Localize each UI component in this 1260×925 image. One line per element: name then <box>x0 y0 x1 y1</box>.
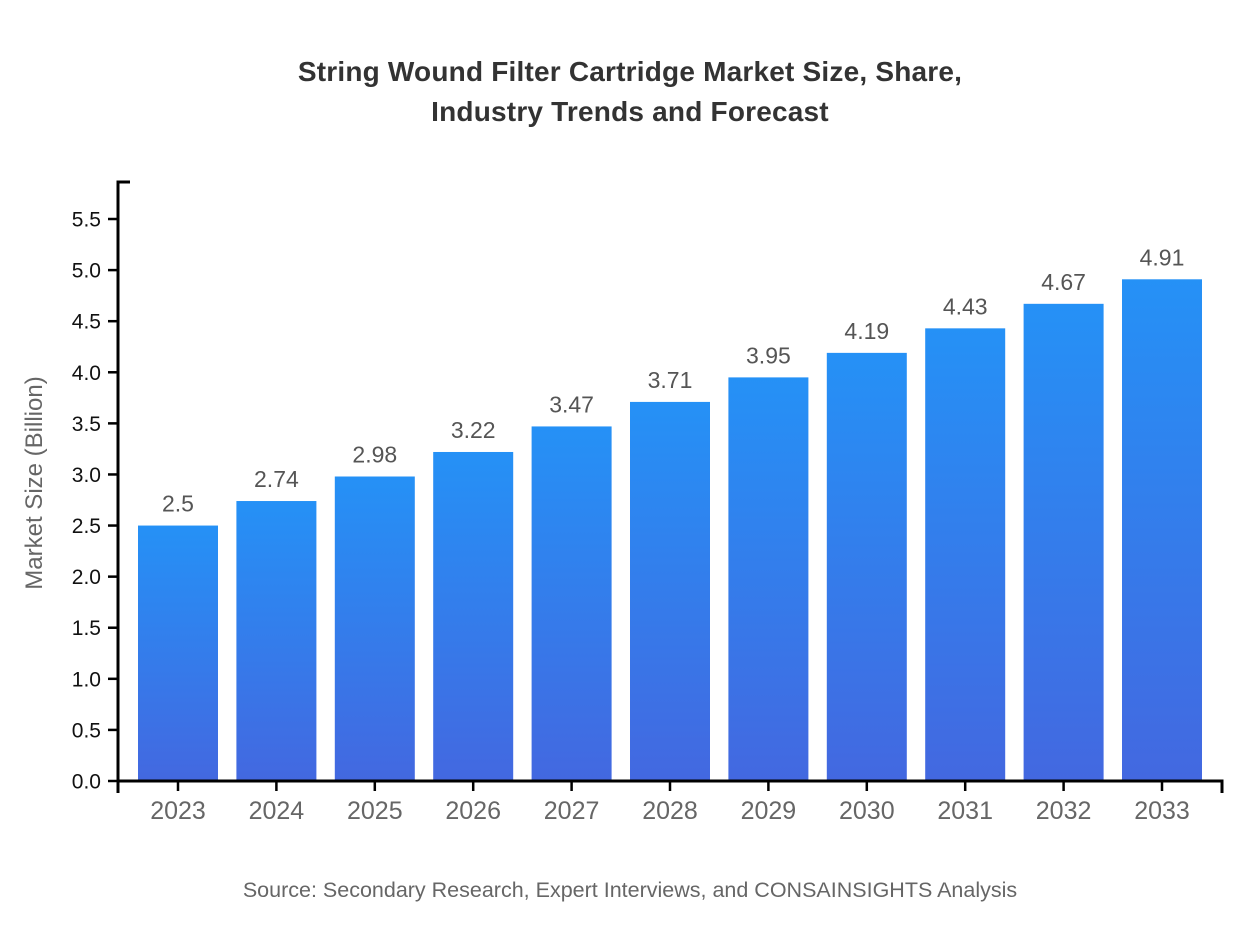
x-tick-label-2032: 2032 <box>1036 797 1092 825</box>
bar-value-label-2024: 2.74 <box>254 466 299 492</box>
chart-title-line2: Industry Trends and Forecast <box>431 96 829 127</box>
y-axis-title: Market Size (Billion) <box>21 376 48 590</box>
bar-2033 <box>1122 279 1202 781</box>
bar-value-label-2029: 3.95 <box>746 342 791 368</box>
bar-2032 <box>1023 303 1104 781</box>
source-note: Source: Secondary Research, Expert Inter… <box>242 878 1018 902</box>
bar-2030 <box>826 352 907 781</box>
y-tick-label: 2.5 <box>72 515 101 538</box>
x-tick-label-2029: 2029 <box>741 797 797 825</box>
bar-2026 <box>433 451 514 781</box>
bar-2031 <box>925 328 1006 781</box>
x-tick-label-2023: 2023 <box>150 797 206 825</box>
bar-value-label-2027: 3.47 <box>549 391 594 417</box>
bar-value-label-2031: 4.43 <box>943 293 988 319</box>
y-tick-label: 5.0 <box>72 260 101 283</box>
axis-spines <box>116 180 1224 793</box>
bar-value-label-2032: 4.67 <box>1041 269 1086 295</box>
chart-title: String Wound Filter Cartridge Market Siz… <box>0 52 1260 132</box>
bar-2023 <box>138 525 218 781</box>
x-tick-label-2026: 2026 <box>445 797 501 825</box>
y-tick-label: 5.5 <box>72 209 101 232</box>
x-tick-label-2030: 2030 <box>839 797 895 825</box>
bar-2024 <box>236 501 317 781</box>
x-tick-label-2027: 2027 <box>544 797 600 825</box>
bar-value-label-2023: 2.5 <box>162 491 194 517</box>
y-tick-label: 4.5 <box>72 311 101 334</box>
bar-2027 <box>531 426 612 781</box>
y-tick-label: 3.0 <box>72 464 101 487</box>
bar-value-label-2028: 3.71 <box>648 367 693 393</box>
x-tick-label-2028: 2028 <box>642 797 698 825</box>
x-tick-label-2025: 2025 <box>347 797 403 825</box>
bar-value-label-2030: 4.19 <box>844 318 889 344</box>
y-tick-label: 0.0 <box>72 771 101 794</box>
bar-value-label-2025: 2.98 <box>352 442 397 468</box>
bar-value-label-2026: 3.22 <box>451 417 496 443</box>
bar-2028 <box>630 401 710 781</box>
y-tick-label: 4.0 <box>72 362 101 385</box>
y-tick-label: 3.5 <box>72 413 101 436</box>
x-tick-label-2033: 2033 <box>1134 797 1190 825</box>
x-tick-label-2024: 2024 <box>249 797 305 825</box>
y-tick-label: 1.0 <box>72 668 101 691</box>
x-tick-label-2031: 2031 <box>937 797 993 825</box>
y-tick-label: 2.0 <box>72 566 101 589</box>
y-tick-label: 0.5 <box>72 719 101 742</box>
chart-title-line1: String Wound Filter Cartridge Market Siz… <box>297 56 963 87</box>
y-tick-label: 1.5 <box>72 617 101 640</box>
bar-2029 <box>728 377 809 781</box>
bar-2025 <box>334 476 415 781</box>
bar-value-label-2033: 4.91 <box>1140 244 1185 270</box>
